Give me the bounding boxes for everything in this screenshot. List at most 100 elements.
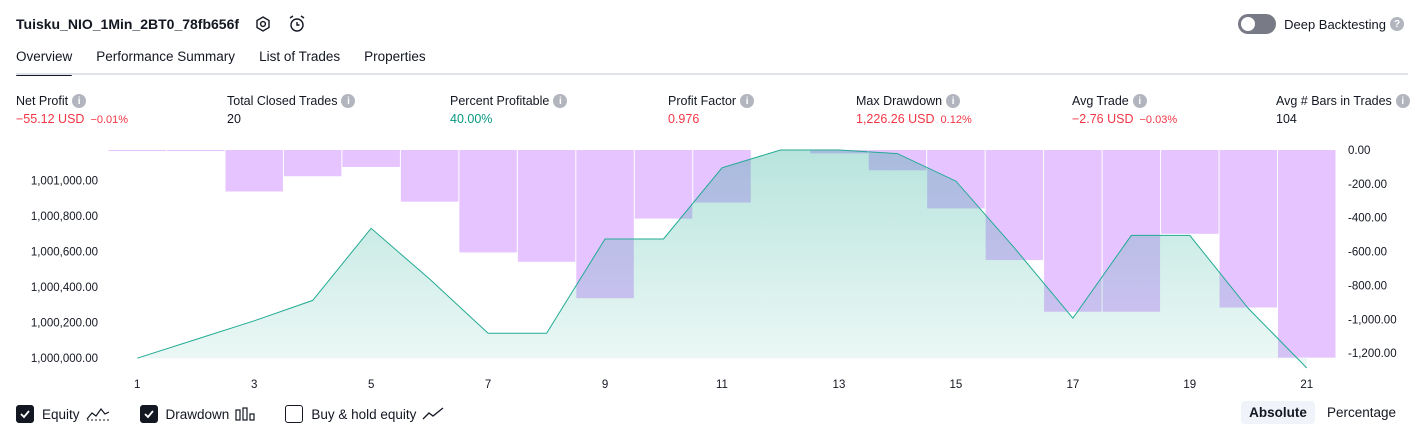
left-axis-tick: 1,001,000.00 <box>31 175 98 187</box>
report-tabs: Overview Performance Summary List of Tra… <box>16 44 450 76</box>
info-icon[interactable]: i <box>946 94 961 108</box>
legend-equity[interactable]: Equity <box>16 405 110 423</box>
metric-label: Profit Factor <box>668 94 737 108</box>
drawdown-bar <box>459 150 517 253</box>
legend-label: Equity <box>42 406 80 422</box>
metric-avg-bars-in-trades: Avg # Bars in Trades i 104 <box>1276 93 1410 126</box>
legend-label: Drawdown <box>165 406 230 422</box>
info-icon[interactable]: i <box>72 94 87 108</box>
settings-icon[interactable] <box>253 14 273 34</box>
metric-value: 0.976 <box>668 112 700 126</box>
x-axis-tick: 1 <box>134 379 140 391</box>
drawdown-bar <box>400 150 459 202</box>
equity-area <box>137 150 1307 368</box>
drawdown-bar <box>634 150 693 219</box>
report-header: Tuisku_NIO_1Min_2BT0_78fb656f <box>16 12 307 36</box>
right-axis-tick: -1,200.00 <box>1348 348 1397 360</box>
right-axis-tick: -1,000.00 <box>1348 314 1397 326</box>
drawdown-bar <box>225 150 283 192</box>
metric-label: Avg # Bars in Trades <box>1276 94 1392 108</box>
metric-label: Net Profit <box>16 94 69 108</box>
x-axis-tick: 19 <box>1183 379 1196 391</box>
tabs-divider <box>16 73 1408 75</box>
tab-performance-summary[interactable]: Performance Summary <box>96 49 236 64</box>
left-axis-tick: 1,000,000.00 <box>31 353 98 365</box>
equity-line <box>137 149 1308 369</box>
x-axis-tick: 15 <box>950 379 963 391</box>
strategy-title: Tuisku_NIO_1Min_2BT0_78fb656f <box>16 16 240 32</box>
drawdown-bar <box>166 150 225 151</box>
right-axis-tick: 0.00 <box>1348 145 1370 157</box>
metric-percent: −0.01% <box>90 114 129 126</box>
value-mode-switch: Absolute Percentage <box>1237 401 1404 424</box>
legend-buy-hold-equity[interactable]: Buy & hold equity <box>285 405 444 423</box>
help-icon[interactable]: ? <box>1390 17 1404 31</box>
drawdown-bar <box>1044 150 1102 312</box>
metric-percent: 0.12% <box>940 114 972 126</box>
drawdown-bar <box>1278 150 1336 358</box>
metric-label: Total Closed Trades <box>227 94 338 108</box>
x-axis-tick: 7 <box>485 379 491 391</box>
right-axis-tick: -600.00 <box>1348 247 1387 259</box>
metric-avg-trade: Avg Trade i −2.76 USD −0.03% <box>1072 93 1177 126</box>
tab-list-of-trades[interactable]: List of Trades <box>259 49 341 64</box>
chart-legend: Equity Drawdown Buy & hold equity <box>16 403 474 425</box>
drawdown-bar <box>1219 150 1278 308</box>
absolute-button[interactable]: Absolute <box>1241 401 1315 424</box>
info-icon[interactable]: i <box>740 94 755 108</box>
info-icon[interactable]: i <box>553 94 568 108</box>
left-axis-tick: 1,000,400.00 <box>31 282 98 294</box>
metric-value: 104 <box>1276 112 1297 126</box>
legend-drawdown[interactable]: Drawdown <box>139 405 256 423</box>
x-axis-tick: 17 <box>1066 379 1079 391</box>
equity-line-icon <box>86 407 110 421</box>
metric-percent: −0.03% <box>1139 114 1178 126</box>
metrics-row: Net Profit i −55.12 USD −0.01% Total Close… <box>0 93 1424 133</box>
left-axis-tick: 1,000,800.00 <box>31 211 98 223</box>
metric-value: 40.00% <box>450 112 493 126</box>
metric-label: Avg Trade <box>1072 94 1129 108</box>
metric-value: 1,226.26 USD <box>856 112 935 126</box>
info-icon[interactable]: i <box>1395 94 1410 108</box>
left-axis-tick: 1,000,200.00 <box>31 318 98 330</box>
metric-value: 20 <box>227 112 241 126</box>
tab-properties[interactable]: Properties <box>364 49 426 64</box>
right-axis-tick: -800.00 <box>1348 280 1387 292</box>
x-axis-tick: 5 <box>368 379 374 391</box>
tab-overview[interactable]: Overview <box>16 44 73 76</box>
buy-hold-checkbox[interactable] <box>285 405 304 423</box>
info-icon[interactable]: i <box>341 94 356 108</box>
buy-hold-line-icon <box>422 407 444 421</box>
metric-net-profit: Net Profit i −55.12 USD −0.01% <box>16 93 128 126</box>
drawdown-bar <box>342 150 400 167</box>
metric-profit-factor: Profit Factor i 0.976 <box>668 93 755 126</box>
percentage-button[interactable]: Percentage <box>1326 405 1396 420</box>
metric-value: −2.76 USD <box>1072 112 1134 126</box>
drawdown-checkbox[interactable] <box>139 405 158 423</box>
metric-max-drawdown: Max Drawdown i 1,226.26 USD 0.12% <box>856 93 972 126</box>
drawdown-bars-icon <box>235 407 255 421</box>
metric-percent-profitable: Percent Profitable i 40.00% <box>450 93 568 126</box>
deep-backtesting-toggle[interactable] <box>1238 14 1277 34</box>
drawdown-bar <box>283 150 342 177</box>
metric-label: Max Drawdown <box>856 94 943 108</box>
x-axis-tick: 3 <box>251 379 257 391</box>
x-axis-tick: 21 <box>1300 379 1313 391</box>
info-icon[interactable]: i <box>1132 94 1147 108</box>
equity-checkbox[interactable] <box>16 405 34 423</box>
drawdown-bar <box>1161 150 1219 234</box>
equity-drawdown-chart[interactable]: 1,000,000.00 1,000,200.00 1,000,400.00 1,00… <box>0 140 1424 398</box>
legend-label: Buy & hold equity <box>311 406 417 422</box>
metric-total-closed-trades: Total Closed Trades i 20 <box>227 93 356 126</box>
drawdown-bar <box>517 150 576 262</box>
deep-backtesting-label: Deep Backtesting <box>1284 16 1386 32</box>
alarm-add-icon[interactable] <box>287 14 307 34</box>
right-axis-tick: -400.00 <box>1348 213 1387 225</box>
x-axis-tick: 9 <box>602 379 608 391</box>
drawdown-bar <box>108 150 166 151</box>
right-axis-tick: -200.00 <box>1348 179 1387 191</box>
metric-value: −55.12 USD <box>16 112 85 126</box>
left-axis-tick: 1,000,600.00 <box>31 246 98 258</box>
metric-label: Percent Profitable <box>450 94 550 108</box>
deep-backtesting: Deep Backtesting ? <box>1238 12 1404 36</box>
